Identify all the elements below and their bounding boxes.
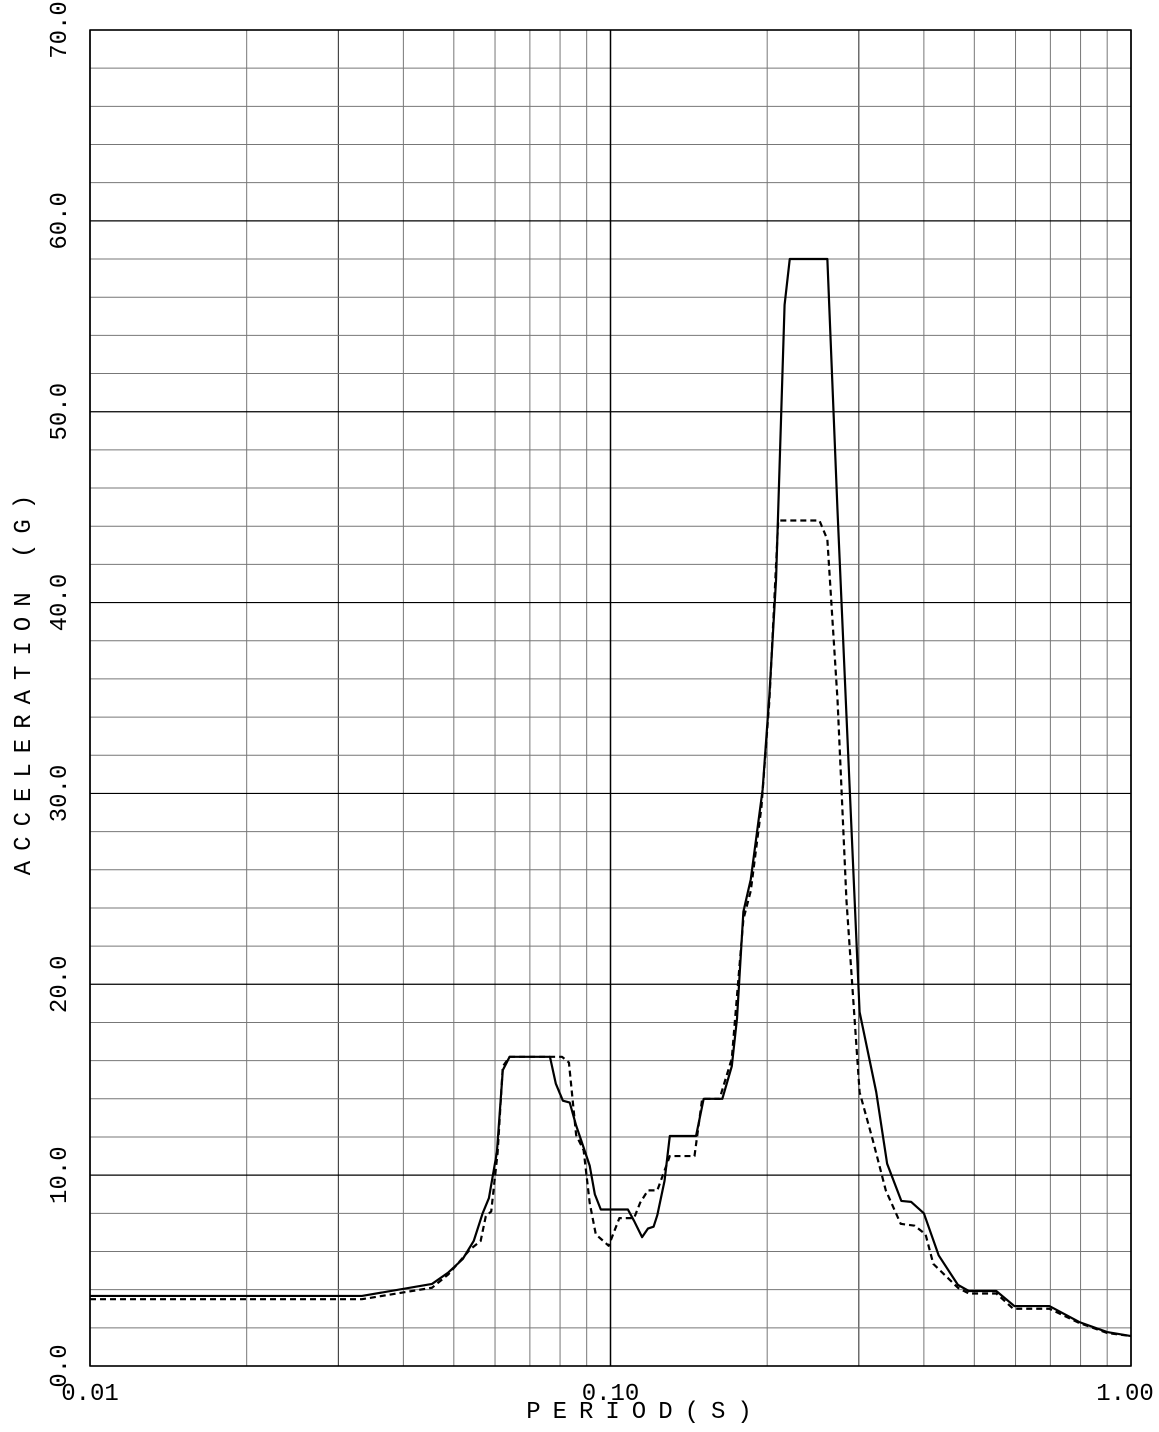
- x-axis-title: PERIOD(S): [526, 1399, 764, 1426]
- y-tick-label: 20.0: [47, 955, 74, 1013]
- y-tick-label: 0.0: [47, 1344, 74, 1387]
- grid: [89, 29, 1132, 1367]
- y-axis-title: ACCELERATION (G): [11, 485, 38, 875]
- y-tick-label: 70.0: [47, 1, 74, 59]
- labels: 0.0 10.0 20.0 30.0 40.0 50.0 60.0 70.0 0.01 0.10 1…: [47, 1, 1154, 1408]
- data-line: [90, 257, 1132, 1338]
- x-tick-label: 0.10: [582, 1381, 640, 1408]
- y-tick-label: 40.0: [47, 574, 74, 632]
- x-tick-label: 1.00: [1096, 1381, 1154, 1408]
- x-tick-label: 0.01: [61, 1381, 119, 1408]
- y-tick-label: 50.0: [47, 383, 74, 441]
- y-tick-label: 30.0: [47, 765, 74, 823]
- plot-frame: [89, 29, 1132, 1367]
- data-line: [90, 519, 1132, 1338]
- plot-lines: [90, 257, 1132, 1338]
- y-tick-label: 60.0: [47, 192, 74, 250]
- y-tick-label: 10.0: [47, 1146, 74, 1204]
